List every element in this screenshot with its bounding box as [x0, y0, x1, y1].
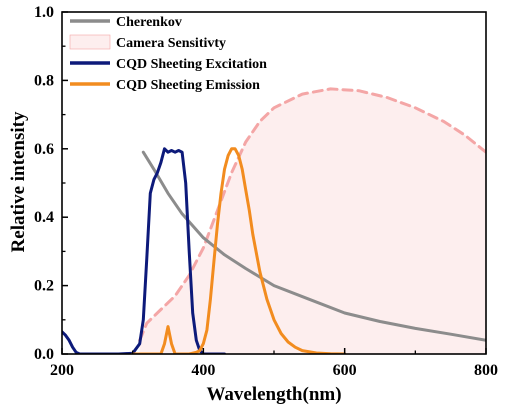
legend-item-cherenkov: Cherenkov — [70, 15, 182, 30]
x-tick-label: 400 — [191, 362, 215, 379]
y-tick-label: 0.8 — [34, 72, 54, 89]
series-line-camera-sensitivty — [138, 87, 486, 342]
legend-label: Cherenkov — [116, 15, 182, 30]
y-tick-label: 0.4 — [34, 209, 54, 226]
legend-swatch — [69, 34, 111, 50]
legend-label: CQD Sheeting Excitation — [116, 57, 267, 72]
legend: Cherenkov Camera Sensitivty CQD Sheeting E… — [69, 15, 267, 93]
y-tick-label: 1.0 — [34, 4, 54, 21]
legend-label: CQD Sheeting Emission — [116, 78, 260, 93]
x-tick-label: 600 — [333, 362, 357, 379]
series-group — [62, 87, 486, 354]
y-tick-label: 0.0 — [34, 346, 54, 363]
plot-area — [62, 87, 486, 354]
y-tick-label: 0.2 — [34, 278, 54, 295]
y-tick-label: 0.6 — [34, 141, 54, 158]
legend-item-cqd-sheeting-emission: CQD Sheeting Emission — [70, 78, 260, 93]
x-axis-title: Wavelength(nm) — [206, 384, 341, 405]
series-line-cqd-sheeting-emission — [131, 147, 347, 354]
x-tick-label: 800 — [474, 362, 498, 379]
legend-item-cqd-sheeting-excitation: CQD Sheeting Excitation — [70, 57, 267, 72]
axes: 200 400 600 800 0.0 0.2 0.4 0.6 0.8 1.0 — [34, 4, 498, 379]
x-tick-label: 200 — [50, 362, 74, 379]
legend-item-camera-sensitivty: Camera Sensitivty — [69, 34, 226, 51]
series-area-camera-sensitivty — [139, 88, 486, 354]
y-axis-title: Relative intensity — [8, 111, 29, 252]
legend-label: Camera Sensitivty — [116, 36, 226, 51]
